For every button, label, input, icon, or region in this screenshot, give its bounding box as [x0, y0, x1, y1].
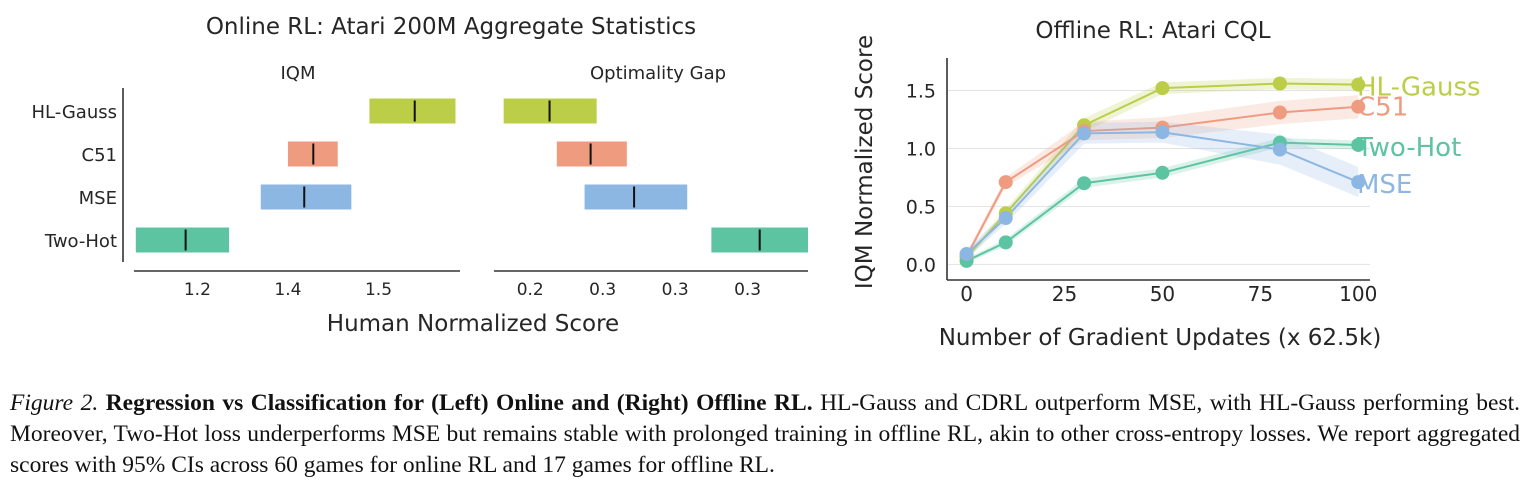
data-point — [1351, 137, 1366, 152]
ci-band — [966, 95, 1359, 260]
caption-text: HL-Gauss and CDRL outperform MSE, with H… — [10, 390, 1521, 478]
category-label: C51 — [82, 145, 117, 166]
x-tick-label: 75 — [1248, 282, 1273, 306]
right-chart-x-axis-label: Number of Gradient Updates (x 62.5k) — [939, 325, 1382, 351]
left-chart-title: Online RL: Atari 200M Aggregate Statisti… — [206, 14, 696, 40]
series-label: C51 — [1357, 93, 1408, 123]
x-tick-label: 0.3 — [734, 280, 761, 300]
data-point — [959, 246, 974, 261]
x-tick-label: 0.3 — [589, 280, 616, 300]
series-label: Two-Hot — [1356, 133, 1461, 163]
series-line — [965, 131, 1359, 255]
figure-canvas: Online RL: Atari 200M Aggregate Statisti… — [31, 14, 1481, 351]
x-tick-label: 1.2 — [184, 280, 211, 300]
online-rl-interval-chart: HL-Gauss C51 MSE Two-Hot 1.2 1.4 1.5 0.2 0.3 0.3 0… — [31, 88, 808, 300]
ci-bar — [135, 227, 230, 253]
ci-bar — [260, 184, 352, 210]
y-tick-label: 1.5 — [906, 80, 936, 102]
series-line — [965, 105, 1359, 257]
data-point — [1077, 176, 1092, 191]
x-tick-label: 1.5 — [365, 280, 392, 300]
data-point — [998, 211, 1013, 226]
right-chart-title: Offline RL: Atari CQL — [1035, 18, 1270, 44]
series-line — [965, 82, 1359, 259]
category-label: Two-Hot — [44, 231, 117, 252]
x-tick-label: 0.3 — [662, 280, 689, 300]
iqm-panel-subtitle: IQM — [280, 63, 315, 84]
data-point — [1155, 125, 1170, 140]
caption-label: Figure 2. — [10, 390, 99, 416]
data-point — [1351, 99, 1366, 114]
data-point — [998, 235, 1013, 250]
y-tick-label: 0.0 — [906, 254, 936, 276]
ci-bar — [556, 141, 627, 167]
data-point — [1272, 105, 1287, 120]
data-point — [1272, 76, 1287, 91]
data-point — [1272, 142, 1287, 157]
x-tick-label: 0.2 — [517, 280, 544, 300]
figure: Online RL: Atari 200M Aggregate Statisti… — [31, 14, 1481, 351]
ci-bar — [369, 98, 456, 124]
y-tick-label: 0.5 — [906, 196, 936, 218]
x-tick-label: 25 — [1052, 282, 1077, 306]
data-point — [1155, 81, 1170, 96]
category-label: MSE — [79, 188, 117, 209]
series-label: HL-Gauss — [1357, 73, 1481, 103]
category-label: HL-Gauss — [31, 102, 117, 123]
left-chart-x-axis-label: Human Normalized Score — [327, 311, 619, 337]
data-point — [1351, 175, 1366, 190]
figure-caption: Figure 2. Regression vs Classification f… — [10, 388, 1520, 481]
data-point — [1351, 77, 1366, 92]
data-point — [1077, 126, 1092, 141]
caption-headline: Regression vs Classification for (Left) … — [105, 390, 813, 416]
x-tick-label: 50 — [1150, 282, 1175, 306]
series-line — [966, 141, 1359, 262]
right-chart-y-axis-label: IQM Normalized Score — [852, 35, 878, 289]
data-point — [998, 175, 1013, 190]
data-point — [1155, 165, 1170, 180]
optimality-gap-panel-subtitle: Optimality Gap — [590, 63, 726, 84]
series-label: MSE — [1357, 170, 1412, 200]
y-tick-label: 1.0 — [906, 138, 936, 160]
x-tick-label: 1.4 — [274, 280, 301, 300]
ci-bar — [584, 184, 688, 210]
x-tick-label: 100 — [1339, 282, 1377, 306]
x-tick-label: 0 — [960, 282, 973, 306]
